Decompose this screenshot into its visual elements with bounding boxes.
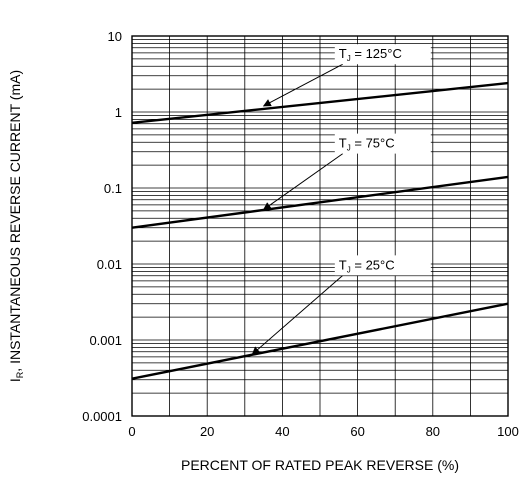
y-axis-title-main: I	[7, 378, 23, 382]
x-tick-label: 40	[275, 424, 289, 439]
annotation-arrow	[251, 274, 344, 355]
grid	[131, 36, 509, 417]
y-axis-title-sub: R	[15, 371, 25, 378]
y-axis-title-rest: , INSTANTANEOUS REVERSE CURRENT (mA)	[7, 70, 23, 372]
series-label-rest: = 25°C	[351, 257, 395, 272]
series-label-rest: = 75°C	[351, 136, 395, 151]
annotation-backing	[334, 255, 431, 276]
y-tick-label: 1	[115, 105, 122, 120]
series-label-sub: J	[347, 54, 351, 63]
x-tick-label: 100	[497, 424, 519, 439]
x-tick-label: 20	[200, 424, 214, 439]
series-label-sub: J	[347, 144, 351, 153]
series-line	[131, 175, 509, 229]
y-tick-label: 0.001	[89, 333, 122, 348]
y-tick-label: 0.0001	[82, 409, 122, 424]
y-tick-label: 10	[108, 29, 122, 44]
x-tick-label: 0	[128, 424, 135, 439]
x-axis-title: PERCENT OF RATED PEAK REVERSE (%)	[181, 457, 459, 473]
series-label-rest: = 125°C	[351, 46, 402, 61]
annotation-arrow	[262, 63, 344, 107]
series-line	[131, 81, 509, 125]
series-lines	[131, 81, 509, 380]
series-label-main: T	[339, 136, 347, 151]
annotation-arrow	[262, 153, 344, 211]
y-tick-label: 0.1	[104, 181, 122, 196]
series-label: TJ = 25°C	[339, 257, 395, 274]
x-tick-labels: 0 20 40 60 80 100	[128, 424, 518, 439]
y-tick-labels: 0.0001 0.001 0.01 0.1 1 10	[82, 29, 122, 424]
x-tick-label: 80	[426, 424, 440, 439]
series-line	[131, 302, 509, 380]
annotation-backing	[334, 133, 431, 154]
series-label-sub: J	[347, 265, 351, 274]
series-label-main: T	[339, 257, 347, 272]
x-tick-label: 60	[350, 424, 364, 439]
y-tick-label: 0.01	[97, 257, 122, 272]
series-annotations: TJ = 125°CTJ = 75°CTJ = 25°C	[251, 44, 431, 355]
y-axis-title: IR, INSTANTANEOUS REVERSE CURRENT (mA)	[7, 70, 25, 382]
annotation-backing	[334, 44, 431, 65]
series-label-main: T	[339, 46, 347, 61]
plot-frame	[131, 35, 509, 417]
series-label: TJ = 125°C	[339, 46, 402, 63]
series-label: TJ = 75°C	[339, 136, 395, 153]
